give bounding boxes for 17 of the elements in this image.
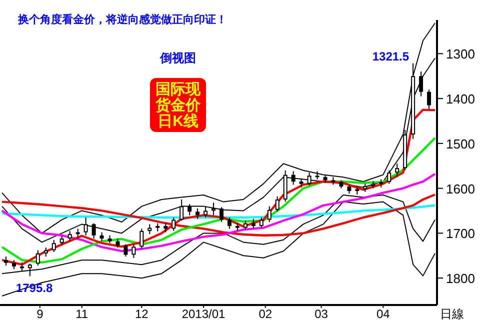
y-tick-label: 1700 — [446, 226, 475, 242]
x-tick-label: 04 — [376, 307, 390, 320]
chart-title: 换个角度看金价，将逆向感觉做正向印证！ — [17, 13, 227, 26]
y-tick-label: 1600 — [446, 181, 475, 196]
y-tick-label: 1800 — [446, 271, 475, 286]
y-tick-label: 1400 — [446, 92, 475, 107]
x-axis-title: 日線 — [440, 307, 464, 320]
x-tick-label: 12 — [135, 307, 149, 320]
x-tick-label: 11 — [76, 307, 88, 320]
x-tick-label: 03 — [314, 307, 328, 320]
x-tick-label: 02 — [258, 307, 272, 320]
annotation: 1321.5 — [372, 49, 410, 64]
x-tick-label: 2013/01 — [182, 307, 226, 320]
y-tick-label: 1300 — [446, 46, 475, 62]
annotation: 倒视图 — [159, 51, 196, 65]
x-tick-label: 9 — [36, 307, 44, 320]
y-tick-label: 1500 — [446, 136, 475, 152]
